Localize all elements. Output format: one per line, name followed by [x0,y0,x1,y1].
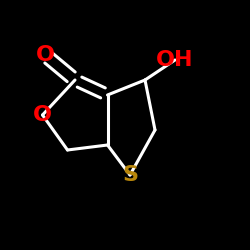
Text: S: S [122,165,138,185]
Text: OH: OH [156,50,194,70]
Text: O: O [33,105,52,125]
Text: O: O [36,45,54,65]
